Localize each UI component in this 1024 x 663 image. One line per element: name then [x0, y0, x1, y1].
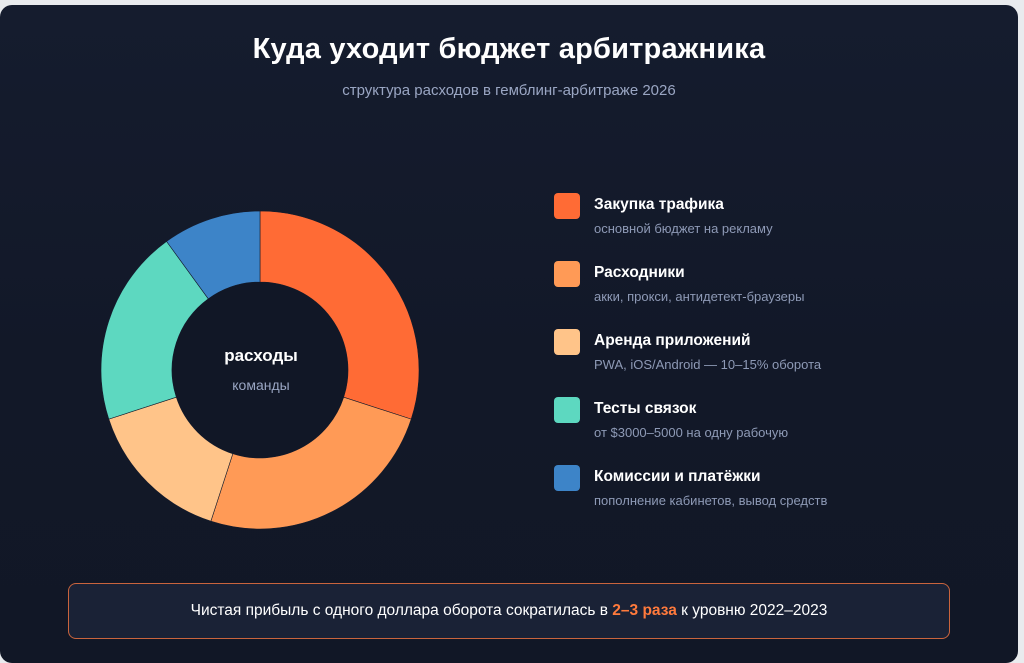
legend: Закупка трафика основной бюджет на рекла… [554, 193, 994, 533]
legend-description: акки, прокси, антидетект-браузеры [594, 289, 805, 304]
legend-item-traffic: Закупка трафика основной бюджет на рекла… [554, 193, 994, 261]
legend-swatch [554, 397, 580, 423]
legend-description: PWA, iOS/Android — 10–15% оборота [594, 357, 822, 372]
chart-subtitle: структура расходов в гемблинг-арбитраже … [342, 82, 676, 99]
profit-note: Чистая прибыль с одного доллара оборота … [68, 583, 950, 639]
legend-label: Тесты связок [594, 400, 697, 417]
note-text: Чистая прибыль с одного доллара оборота … [190, 602, 613, 619]
legend-description: от $3000–5000 на одну рабочую [594, 425, 789, 440]
legend-label: Комиссии и платёжки [594, 468, 761, 485]
donut-hole [172, 282, 348, 458]
legend-swatch [554, 465, 580, 491]
legend-item-app-rent: Аренда приложений PWA, iOS/Android — 10–… [554, 329, 994, 397]
legend-label: Закупка трафика [594, 196, 724, 213]
legend-item-tests: Тесты связок от $3000–5000 на одну рабоч… [554, 397, 994, 465]
note-text-end: к уровню 2022–2023 [676, 602, 828, 619]
legend-swatch [554, 193, 580, 219]
legend-label: Аренда приложений [594, 332, 751, 349]
legend-swatch [554, 261, 580, 287]
donut-center-title: расходы [224, 346, 298, 365]
legend-label: Расходники [594, 264, 685, 281]
legend-swatch [554, 329, 580, 355]
legend-item-fees: Комиссии и платёжки пополнение кабинетов… [554, 465, 994, 533]
chart-title: Куда уходит бюджет арбитражника [252, 33, 766, 65]
infographic-card: Куда уходит бюджет арбитражника структур… [0, 5, 1018, 663]
legend-item-consumables: Расходники акки, прокси, антидетект-брау… [554, 261, 994, 329]
note-highlight: 2–3 раза [612, 602, 677, 619]
donut-center-subtitle: команды [232, 377, 290, 393]
legend-description: пополнение кабинетов, вывод средств [594, 493, 828, 508]
donut-chart [100, 210, 420, 530]
legend-description: основной бюджет на рекламу [594, 221, 773, 236]
